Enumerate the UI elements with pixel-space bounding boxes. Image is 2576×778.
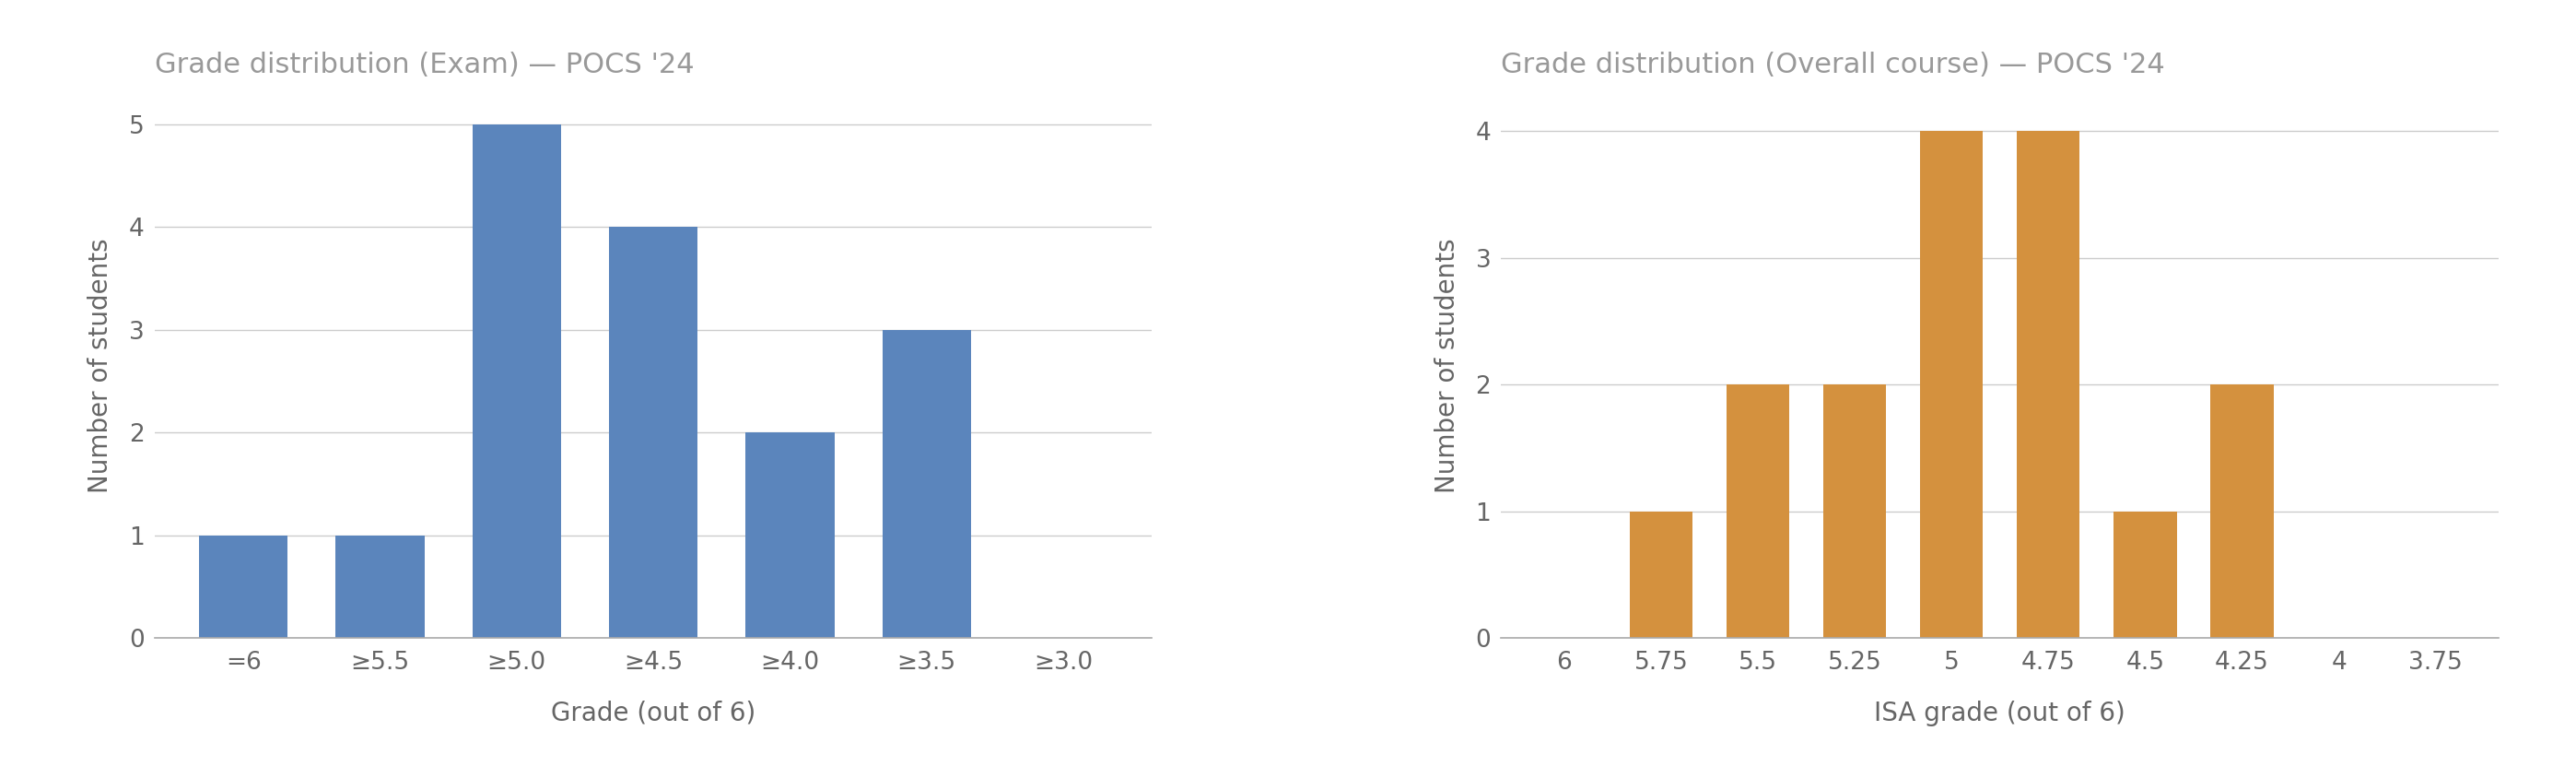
Text: Grade distribution (Exam) — POCS '24: Grade distribution (Exam) — POCS '24 [155,51,693,79]
Y-axis label: Number of students: Number of students [88,238,113,493]
Bar [198,535,289,638]
Text: Grade distribution (Overall course) — POCS '24: Grade distribution (Overall course) — PO… [1502,51,2166,79]
Bar [608,227,698,638]
Y-axis label: Number of students: Number of students [1435,238,1461,493]
Bar [2017,131,2079,638]
Bar [2210,384,2275,638]
Bar [1631,511,1692,638]
X-axis label: ISA grade (out of 6): ISA grade (out of 6) [1875,700,2125,726]
Bar [471,124,562,638]
Bar [744,433,835,638]
Bar [1824,384,1886,638]
Bar [2115,511,2177,638]
Bar [1726,384,1790,638]
Bar [881,330,971,638]
Bar [335,535,425,638]
Bar [1919,131,1984,638]
X-axis label: Grade (out of 6): Grade (out of 6) [551,700,755,726]
